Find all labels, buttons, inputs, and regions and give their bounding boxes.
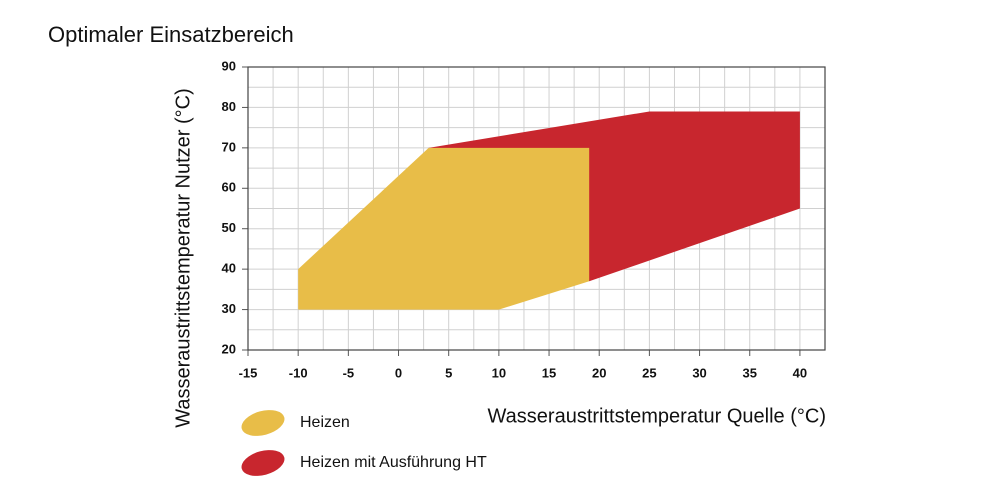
chart-title: Optimaler Einsatzbereich — [48, 22, 294, 47]
legend-label: Heizen mit Ausführung HT — [300, 454, 487, 471]
y-tick-label: 40 — [222, 261, 236, 276]
legend-label: Heizen — [300, 414, 350, 431]
x-tick-label: 35 — [743, 365, 757, 380]
x-tick-label: 10 — [492, 365, 506, 380]
legend-swatch — [241, 410, 285, 436]
x-tick-label: -5 — [343, 365, 355, 380]
x-tick-label: 15 — [542, 365, 556, 380]
x-axis-label: Wasseraustrittstemperatur Quelle (°C) — [488, 405, 826, 427]
y-axis-label: Wasseraustrittstemperatur Nutzer (°C) — [172, 88, 194, 428]
x-tick-label: 20 — [592, 365, 606, 380]
y-tick-label: 80 — [222, 99, 236, 114]
plot-border — [247, 66, 826, 351]
area-region — [298, 147, 590, 310]
x-tick-label: 40 — [793, 365, 807, 380]
y-tick-label: 90 — [222, 58, 236, 73]
y-tick-label: 20 — [222, 341, 236, 356]
legend-swatch — [241, 450, 285, 476]
x-tick-label: 0 — [395, 365, 402, 380]
y-tick-label: 70 — [222, 139, 236, 154]
y-tick-label: 30 — [222, 301, 236, 316]
x-tick-label: 5 — [445, 365, 452, 380]
x-tick-label: 30 — [692, 365, 706, 380]
x-tick-label: -10 — [289, 365, 308, 380]
x-tick-label: -15 — [239, 365, 258, 380]
x-tick-label: 25 — [642, 365, 656, 380]
y-tick-label: 60 — [222, 180, 236, 195]
y-tick-label: 50 — [222, 220, 236, 235]
